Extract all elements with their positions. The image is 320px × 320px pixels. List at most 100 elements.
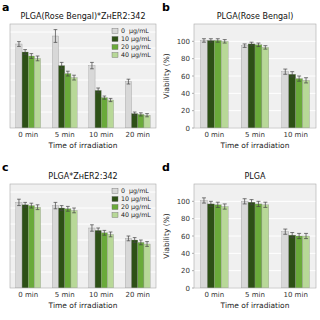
tick-mark — [192, 288, 194, 289]
bar — [282, 72, 289, 128]
error-bar — [66, 71, 70, 76]
error-bar — [23, 202, 27, 207]
error-bar — [17, 199, 21, 205]
bar — [125, 82, 131, 128]
bar — [214, 205, 221, 288]
bar — [34, 207, 40, 288]
legend-swatch — [112, 213, 118, 218]
error-bar — [304, 78, 308, 83]
error-bar — [36, 56, 40, 61]
legend-swatch — [112, 205, 118, 210]
error-bar — [223, 40, 227, 43]
legend-label: 20 μg/mL — [121, 43, 151, 51]
bar — [125, 238, 131, 288]
bar — [262, 47, 269, 128]
y-tick-label: 60 — [181, 233, 190, 241]
plot-area — [194, 24, 316, 128]
bar — [241, 46, 248, 128]
error-bar — [216, 202, 220, 207]
bar — [207, 40, 214, 128]
x-tick-label: 5 min — [55, 291, 75, 299]
legend-label: 20 μg/mL — [121, 203, 151, 211]
bar — [28, 56, 34, 128]
error-bar — [133, 112, 137, 115]
x-axis-label: Time of irradiation — [48, 301, 118, 310]
x-tick-label: 10 min — [283, 291, 307, 299]
bar — [52, 36, 58, 128]
background — [0, 0, 320, 320]
panel: 0 min5 min10 min20 minTime of irradiatio… — [2, 161, 156, 310]
title: PLGA(Rose Bengal)*ZʜER2:342 — [21, 12, 146, 21]
legend-label: 40 μg/mL — [121, 51, 151, 59]
legend-label: 0 μg/mL — [121, 27, 149, 35]
title: PLGA(Rose Bengal) — [217, 12, 294, 21]
error-bar — [54, 30, 58, 43]
y-tick-label: 80 — [181, 215, 190, 223]
y-tick-label: 0 — [186, 125, 190, 133]
bar — [16, 44, 22, 128]
title: PLGA*ZʜER2:342 — [48, 172, 117, 181]
error-bar — [250, 42, 254, 45]
y-tick-label: 100 — [177, 198, 190, 206]
x-tick-label: 0 min — [204, 131, 224, 139]
bar — [16, 202, 22, 288]
title: PLGA — [245, 172, 266, 181]
bar — [282, 232, 289, 288]
tick-mark — [192, 201, 194, 202]
error-bar — [90, 62, 94, 68]
tick-mark — [192, 218, 194, 219]
y-tick-label: 80 — [181, 55, 190, 63]
bar — [101, 233, 107, 288]
bar — [28, 206, 34, 288]
x-tick-label: 0 min — [18, 131, 38, 139]
bar — [289, 235, 296, 288]
x-axis-label: Time of irradiation — [220, 301, 290, 310]
bar — [255, 45, 262, 128]
x-axis-label: Time of irradiation — [220, 141, 290, 150]
tick-mark — [192, 76, 194, 77]
error-bar — [23, 50, 27, 55]
error-bar — [290, 233, 294, 238]
y-tick-label: 20 — [181, 107, 190, 115]
error-bar — [127, 79, 131, 84]
legend-swatch — [112, 189, 118, 194]
tick-mark — [192, 41, 194, 42]
error-bar — [216, 39, 220, 42]
plot-frame — [10, 24, 156, 128]
x-tick-label: 0 min — [204, 291, 224, 299]
x-axis-label: Time of irradiation — [48, 141, 118, 150]
legend-swatch — [112, 29, 118, 34]
y-tick-label: 100 — [177, 38, 190, 46]
panel-label: a — [2, 1, 9, 14]
error-bar — [60, 206, 64, 211]
error-bar — [36, 205, 40, 210]
bar — [296, 79, 303, 128]
error-bar — [223, 204, 227, 209]
error-bar — [102, 96, 106, 99]
legend-swatch — [112, 197, 118, 202]
plot-frame — [10, 184, 156, 288]
panel-label: b — [162, 1, 170, 14]
plot-area — [194, 184, 316, 288]
error-bar — [202, 198, 206, 203]
bar — [144, 244, 150, 288]
y-axis-label: Viability (%) — [162, 213, 171, 258]
legend: 0 μg/mL10 μg/mL20 μg/mL40 μg/mL — [112, 27, 151, 59]
y-tick-label: 40 — [181, 90, 190, 98]
y-tick-label: 0 — [186, 285, 190, 293]
legend-swatch — [112, 37, 118, 42]
bar — [303, 236, 310, 288]
bar — [89, 66, 95, 128]
y-tick-label: 20 — [181, 267, 190, 275]
tick-mark — [192, 270, 194, 271]
x-tick-label: 10 min — [283, 131, 307, 139]
x-tick-label: 10 min — [89, 131, 113, 139]
bar — [95, 230, 101, 288]
bar — [65, 209, 71, 288]
error-bar — [263, 202, 267, 207]
error-bar — [304, 233, 308, 238]
marks — [201, 39, 310, 128]
legend: 0 μg/mL10 μg/mL20 μg/mL40 μg/mL — [112, 187, 151, 219]
bar — [22, 52, 28, 128]
bar — [132, 114, 138, 128]
